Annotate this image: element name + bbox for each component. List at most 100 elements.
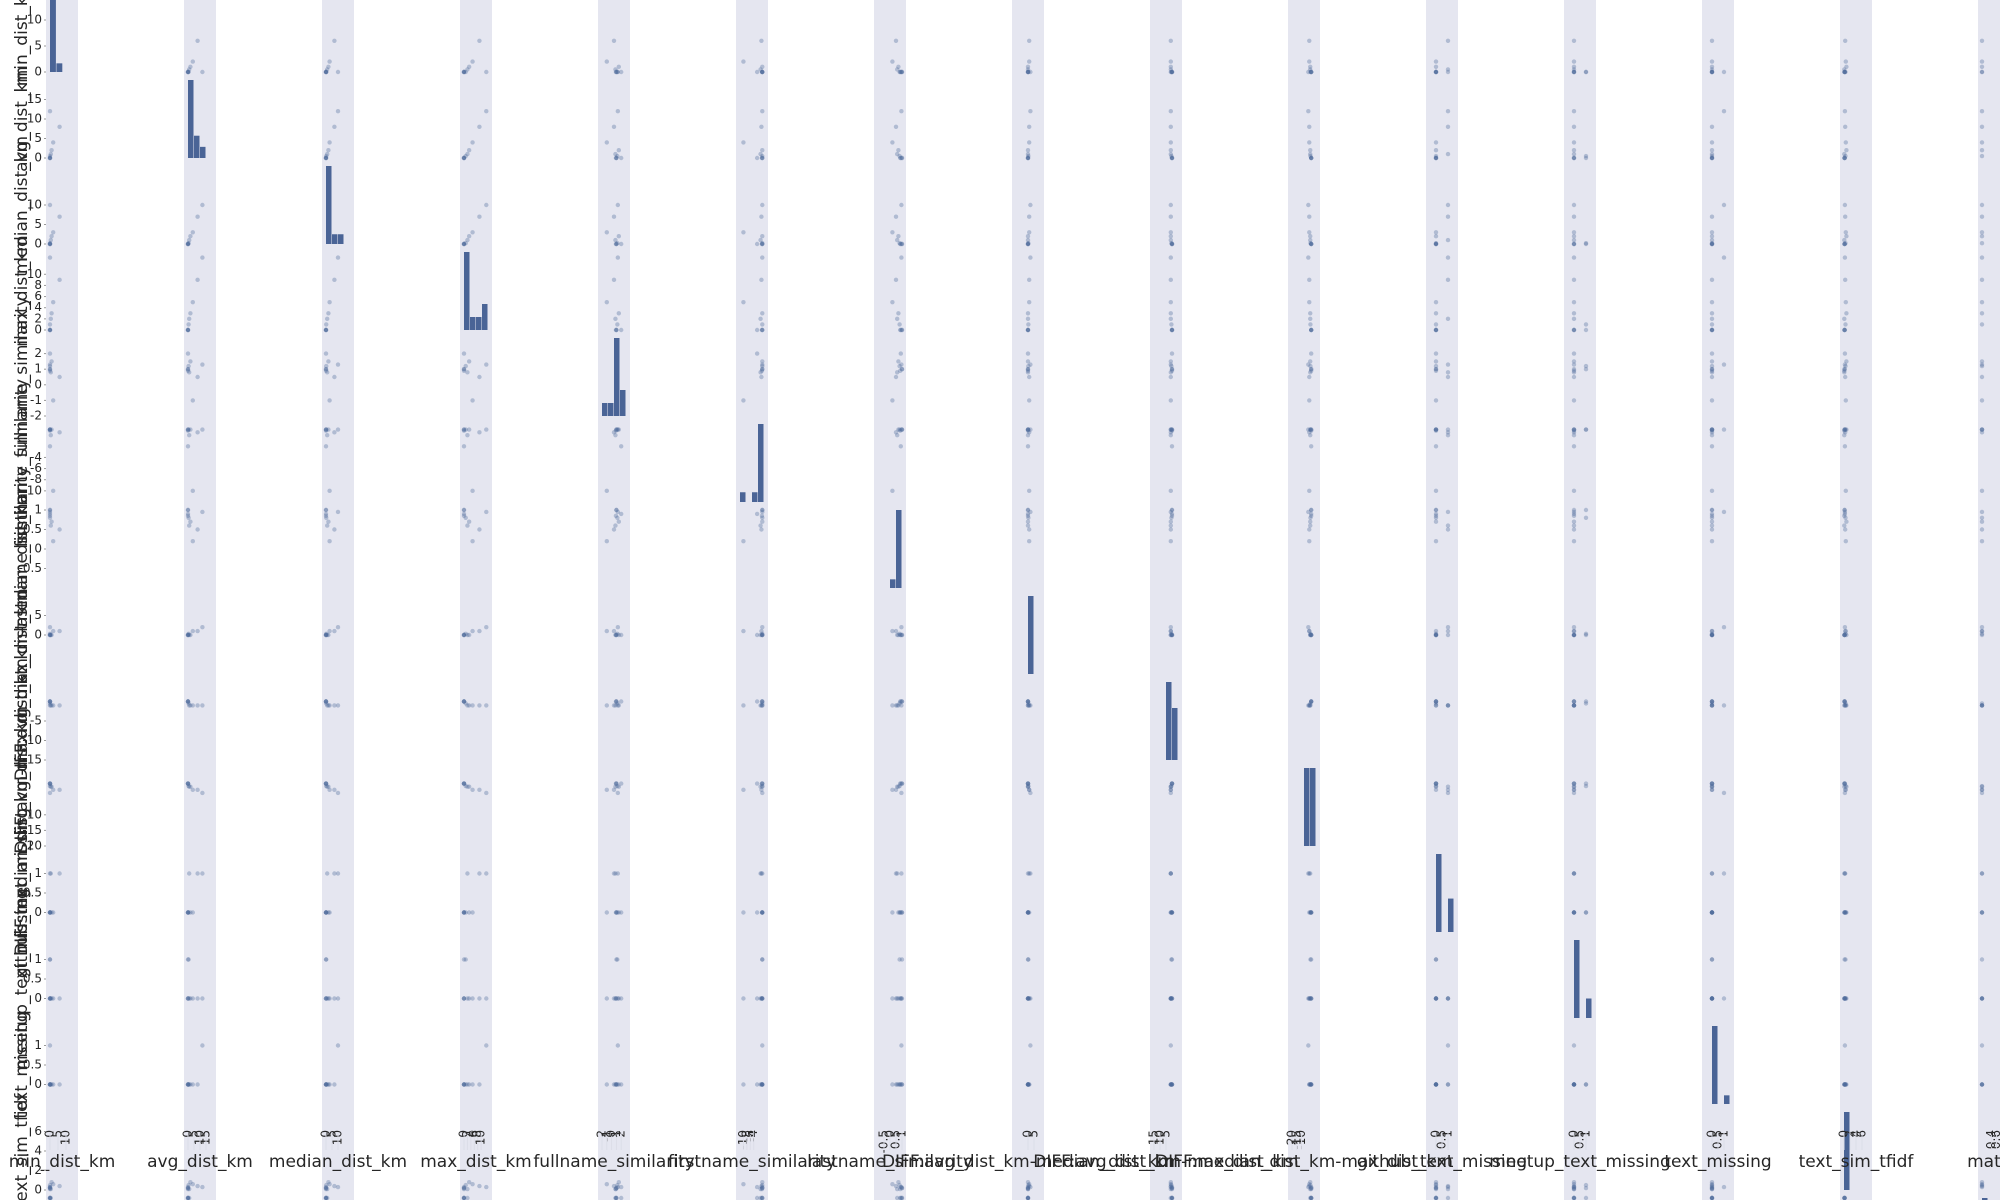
- scatter-point: [1025, 427, 1031, 432]
- scatter-point: [1308, 427, 1313, 432]
- scatter-point: [461, 507, 467, 513]
- scatter-point: [898, 155, 903, 161]
- scatter-point: [895, 703, 900, 708]
- scatter-point: [1026, 515, 1031, 520]
- panel-background: [1012, 248, 1044, 334]
- panel-background: [46, 592, 78, 678]
- panel: [460, 248, 492, 334]
- panel-background: [1012, 162, 1044, 248]
- scatter-point: [1571, 202, 1577, 208]
- panel-background: [184, 678, 216, 764]
- panel-background: [1702, 1194, 1734, 1200]
- y-tick-label: 0: [34, 628, 42, 642]
- scatter-point: [1168, 871, 1174, 876]
- scatter-point: [613, 996, 618, 1001]
- scatter-point: [1308, 701, 1313, 706]
- scatter-point: [619, 69, 624, 75]
- scatter-point: [1571, 444, 1577, 449]
- scatter-point: [759, 513, 765, 519]
- y-tick-label: 2: [34, 1163, 42, 1177]
- scatter-point: [1571, 628, 1577, 634]
- scatter-point: [1433, 155, 1439, 161]
- scatter-point: [1027, 374, 1032, 380]
- scatter-point: [1025, 699, 1031, 704]
- panel: [460, 162, 492, 248]
- scatter-point: [1709, 311, 1715, 316]
- scatter-point: [187, 432, 192, 438]
- scatter-point: [186, 241, 191, 246]
- scatter-point: [1709, 507, 1715, 513]
- scatter-point: [1025, 155, 1031, 161]
- scatter-point: [1309, 632, 1314, 638]
- scatter-point: [760, 241, 765, 247]
- scatter-point: [1445, 151, 1451, 157]
- scatter-point: [615, 783, 620, 789]
- panel: [874, 334, 906, 420]
- histogram-bar: [620, 390, 626, 416]
- scatter-point: [190, 996, 195, 1001]
- scatter-point: [1709, 511, 1715, 517]
- scatter-point: [47, 781, 53, 786]
- scatter-point: [1445, 124, 1451, 129]
- scatter-point: [484, 362, 489, 367]
- scatter-point: [1709, 527, 1715, 532]
- scatter-point: [613, 67, 618, 72]
- scatter-point: [1025, 910, 1031, 915]
- scatter-point: [1979, 783, 1985, 789]
- scatter-point: [1571, 703, 1577, 708]
- scatter-point: [323, 368, 329, 373]
- scatter-point: [185, 957, 191, 962]
- scatter-point: [1433, 327, 1439, 333]
- scatter-point: [1445, 1043, 1451, 1048]
- scatter-point: [760, 327, 765, 333]
- scatter-point: [466, 148, 472, 153]
- panel: [460, 678, 492, 764]
- scatter-point: [1433, 427, 1439, 432]
- scatter-point: [890, 140, 895, 145]
- panel-background: [1426, 506, 1458, 592]
- scatter-point: [1168, 632, 1174, 638]
- scatter-point: [611, 214, 617, 219]
- panel-background: [736, 678, 768, 764]
- scatter-point: [1979, 359, 1985, 364]
- scatter-point: [51, 398, 56, 403]
- scatter-point: [899, 427, 904, 432]
- scatter-point: [1709, 628, 1715, 634]
- scatter-point: [1027, 539, 1032, 544]
- scatter-point: [1979, 787, 1985, 793]
- panel: [1702, 1194, 1734, 1200]
- scatter-point: [1308, 632, 1313, 638]
- histogram-bar: [188, 80, 194, 158]
- scatter-point: [332, 38, 337, 43]
- scatter-point: [1979, 509, 1985, 515]
- panel: [1012, 248, 1044, 334]
- scatter-point: [1709, 488, 1715, 494]
- panel: [46, 592, 78, 678]
- scatter-point: [1709, 1181, 1715, 1187]
- scatter-point: [1445, 38, 1451, 43]
- scatter-point: [1025, 155, 1031, 161]
- panel: [184, 764, 216, 850]
- scatter-point: [899, 155, 905, 161]
- scatter-point: [484, 1043, 489, 1048]
- scatter-point: [1307, 140, 1312, 145]
- scatter-point: [754, 1195, 760, 1200]
- scatter-point: [463, 427, 468, 432]
- scatter-point: [461, 155, 467, 161]
- scatter-point: [188, 996, 193, 1001]
- scatter-point: [190, 539, 195, 544]
- scatter-point: [465, 632, 470, 638]
- scatter-point: [335, 996, 341, 1001]
- scatter-point: [51, 539, 56, 544]
- histogram-bar: [1028, 596, 1034, 674]
- y-tick-label: 1: [34, 503, 42, 517]
- scatter-point: [1709, 69, 1715, 75]
- scatter-point: [200, 703, 205, 708]
- scatter-point: [461, 996, 467, 1001]
- scatter-point: [899, 155, 905, 161]
- scatter-point: [1169, 1195, 1175, 1200]
- scatter-point: [1169, 368, 1175, 373]
- scatter-point: [1842, 625, 1848, 630]
- scatter-point: [187, 370, 192, 375]
- scatter-point: [613, 871, 618, 876]
